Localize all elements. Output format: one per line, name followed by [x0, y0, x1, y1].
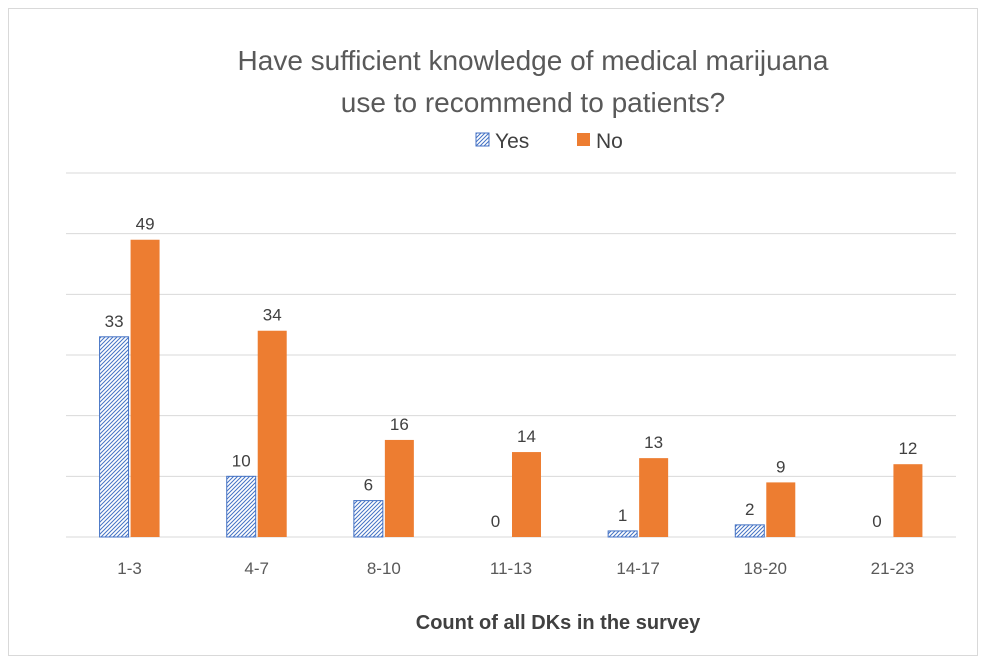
bars	[99, 239, 923, 538]
bar-no-14-17	[639, 458, 669, 537]
bar-yes-4-7	[226, 475, 257, 538]
bar-yes-18-20	[734, 524, 765, 538]
x-tick-label-11-13: 11-13	[490, 559, 532, 578]
legend: Yes No	[475, 130, 623, 153]
bar-yes-1-3	[99, 336, 130, 538]
bar-chart: Have sufficient knowledge of medical mar…	[66, 45, 956, 634]
data-label-no-11-13: 14	[517, 427, 536, 446]
data-label-no-18-20: 9	[776, 457, 785, 476]
x-tick-label-4-7: 4-7	[244, 559, 269, 578]
chart-title-line-1: Have sufficient knowledge of medical mar…	[238, 45, 829, 76]
x-tick-label-21-23: 21-23	[871, 559, 914, 578]
data-label-no-1-3: 49	[136, 215, 155, 234]
data-label-yes-21-23: 0	[872, 512, 881, 531]
x-tick-labels: 1-3 4-7 8-10 11-13 14-17 18-20 21-23	[117, 559, 914, 578]
bar-no-18-20	[766, 482, 796, 537]
legend-swatch-yes	[475, 132, 490, 147]
bar-no-1-3	[130, 239, 160, 537]
data-labels: 33 49 10 34 6 16 0 14 1 13 2 9 0 12	[105, 215, 918, 531]
bar-no-11-13	[512, 452, 541, 537]
data-label-no-21-23: 12	[898, 439, 917, 458]
bar-yes-14-17	[607, 530, 638, 538]
data-label-yes-18-20: 2	[745, 500, 754, 519]
x-tick-label-18-20: 18-20	[744, 559, 787, 578]
bar-yes-8-10	[353, 500, 384, 538]
x-axis-title: Count of all DKs in the survey	[416, 612, 701, 634]
data-label-yes-14-17: 1	[618, 506, 627, 525]
bar-no-8-10	[384, 439, 414, 537]
data-label-yes-1-3: 33	[105, 312, 124, 331]
x-tick-label-8-10: 8-10	[367, 559, 401, 578]
gridlines	[66, 172, 956, 538]
legend-label-yes: Yes	[495, 130, 529, 153]
data-label-yes-8-10: 6	[364, 476, 373, 495]
data-label-no-4-7: 34	[263, 306, 282, 325]
bar-no-21-23	[893, 464, 923, 537]
chart-title-line-2: use to recommend to patients?	[341, 87, 725, 118]
x-tick-label-14-17: 14-17	[616, 559, 659, 578]
data-label-yes-4-7: 10	[232, 451, 251, 470]
x-tick-label-1-3: 1-3	[117, 559, 142, 578]
data-label-no-14-17: 13	[644, 433, 663, 452]
chart-frame: Have sufficient knowledge of medical mar…	[8, 8, 978, 656]
data-label-no-8-10: 16	[390, 415, 409, 434]
legend-swatch-no	[577, 133, 590, 146]
bar-no-4-7	[257, 330, 287, 537]
data-label-yes-11-13: 0	[491, 512, 500, 531]
legend-label-no: No	[596, 130, 623, 153]
